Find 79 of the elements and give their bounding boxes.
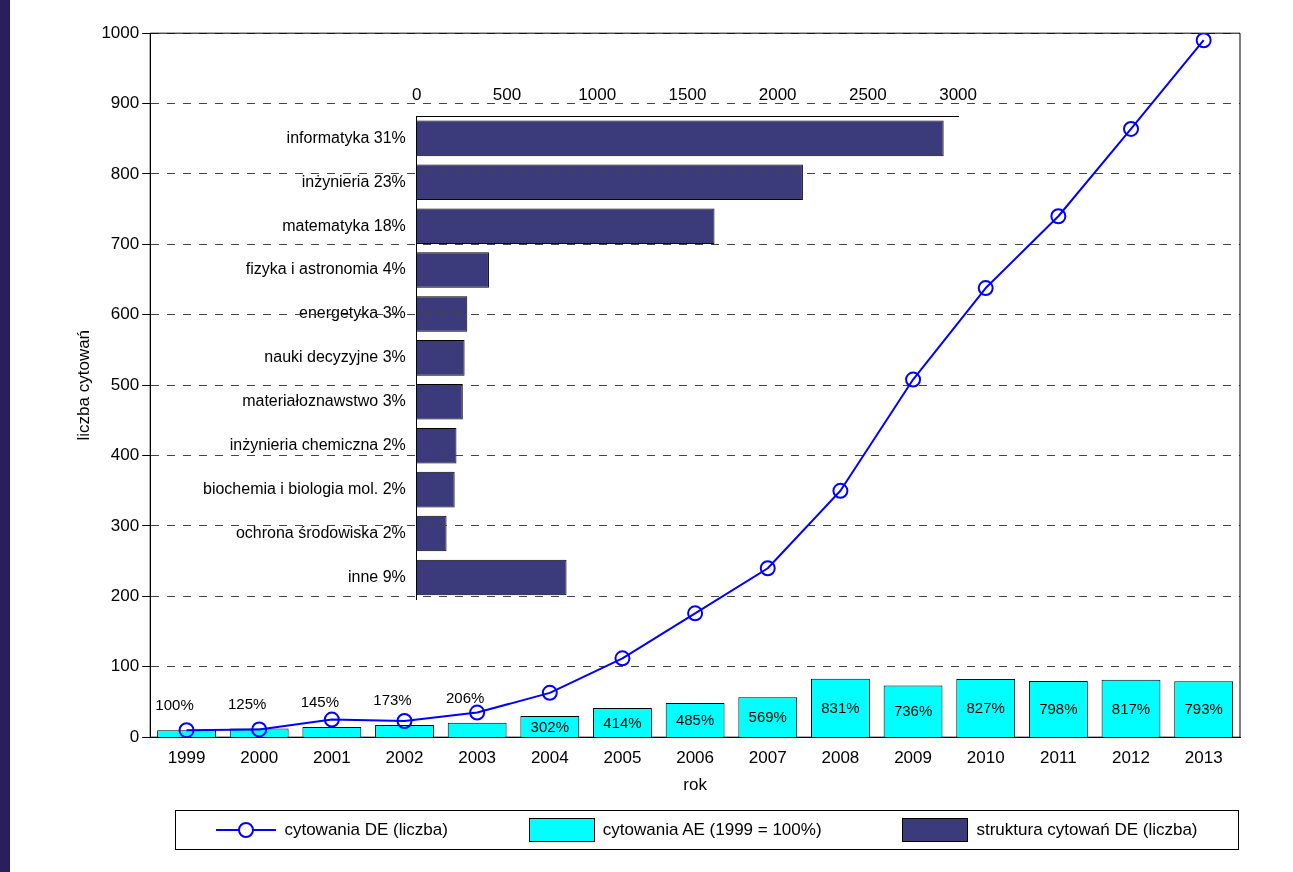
x-tick-label: 2000 (758, 84, 797, 104)
point (759, 560, 776, 577)
x-tick-label: 2000 (240, 748, 279, 768)
point (1195, 33, 1212, 49)
y-tick-label: inżynieria chemiczna 2% (229, 436, 406, 454)
legend-label: cytowania AE (1999 = 100%) (602, 820, 822, 840)
x-tick-label: 1000 (578, 84, 617, 104)
x-tick-label: 2005 (603, 748, 642, 768)
y-tick-label: materiałoznawstwo 3% (242, 392, 406, 410)
y-tick-label: 700 (110, 234, 140, 254)
x-tick-label: 2010 (966, 748, 1005, 768)
y-tick-label: 100 (110, 656, 140, 676)
y-tick-label: 200 (110, 586, 140, 606)
y-tick-label: 600 (110, 304, 140, 324)
legend-label: cytowania DE (liczba) (284, 820, 448, 840)
point (178, 722, 195, 738)
x-tick-label: 2007 (748, 748, 787, 768)
y-tick-label: 1000 (101, 22, 140, 42)
data-label: 145% (300, 693, 340, 711)
point (541, 684, 558, 701)
x-tick-label: 1999 (167, 748, 206, 768)
point (1123, 120, 1140, 137)
y-tick-label: energetyka 3% (299, 304, 406, 322)
point (614, 650, 631, 667)
x-tick-label: 2012 (1112, 748, 1150, 768)
data-label: 817% (1111, 699, 1151, 717)
data-label: 302% (530, 717, 569, 735)
y-tick-label: fizyka i astronomia 4% (245, 260, 406, 278)
x-tick-label: 2009 (894, 748, 932, 768)
data-label: 798% (1039, 700, 1078, 718)
point (832, 482, 849, 499)
y-tick-label: 500 (110, 374, 140, 394)
x-tick-label: 2500 (848, 84, 887, 104)
x-tick-label: 2001 (312, 748, 351, 768)
x-tick-label: 500 (492, 84, 522, 104)
legend-label: struktura cytowań DE (liczba) (976, 820, 1198, 840)
x-tick-label: 0 (412, 84, 422, 104)
x-tick-label: 2006 (676, 748, 715, 768)
y-tick-label: ochrona środowiska 2% (235, 523, 406, 541)
point (251, 721, 268, 738)
point (687, 605, 704, 622)
x-tick-label: 2013 (1184, 748, 1223, 768)
y-tick-label: inżynieria 23% (301, 172, 406, 190)
point (1050, 208, 1067, 225)
data-label: 414% (603, 713, 642, 731)
point (323, 711, 340, 728)
x-axis-title: rok (683, 775, 708, 795)
data-label: 831% (821, 699, 860, 717)
y-tick-label: 800 (110, 163, 140, 183)
y-tick-label: 0 (129, 726, 140, 746)
y-axis-title: liczba cytowań (73, 329, 93, 441)
y-tick-label: 300 (110, 515, 140, 535)
data-label: 827% (966, 699, 1005, 717)
x-tick-label: 2002 (385, 748, 424, 768)
x-tick-label: 2011 (1040, 748, 1077, 768)
data-label: 206% (445, 688, 485, 706)
y-tick-label: 400 (110, 445, 140, 465)
x-tick-label: 1500 (668, 84, 707, 104)
data-label: 173% (373, 691, 412, 709)
point (905, 371, 922, 388)
y-tick-label: nauki decyzyjne 3% (264, 348, 406, 366)
y-tick-label: inne 9% (347, 567, 406, 585)
x-tick-label: 3000 (939, 84, 977, 104)
x-tick-label: 2004 (530, 748, 569, 768)
point (469, 704, 486, 721)
y-tick-label: biochemia i biologia mol. 2% (202, 480, 406, 498)
x-tick-label: 2003 (458, 748, 497, 768)
data-label: 100% (155, 696, 194, 714)
data-label: 793% (1184, 700, 1223, 718)
x-tick-label: 2008 (821, 748, 860, 768)
data-label: 569% (748, 708, 787, 726)
data-label: 125% (228, 694, 267, 712)
y-tick-label: matematyka 18% (282, 216, 406, 234)
y-tick-label: 900 (110, 93, 140, 113)
point (977, 280, 994, 297)
data-label: 485% (675, 711, 715, 729)
data-label: 736% (893, 702, 933, 720)
point (396, 713, 413, 730)
y-tick-label: informatyka 31% (286, 128, 406, 146)
